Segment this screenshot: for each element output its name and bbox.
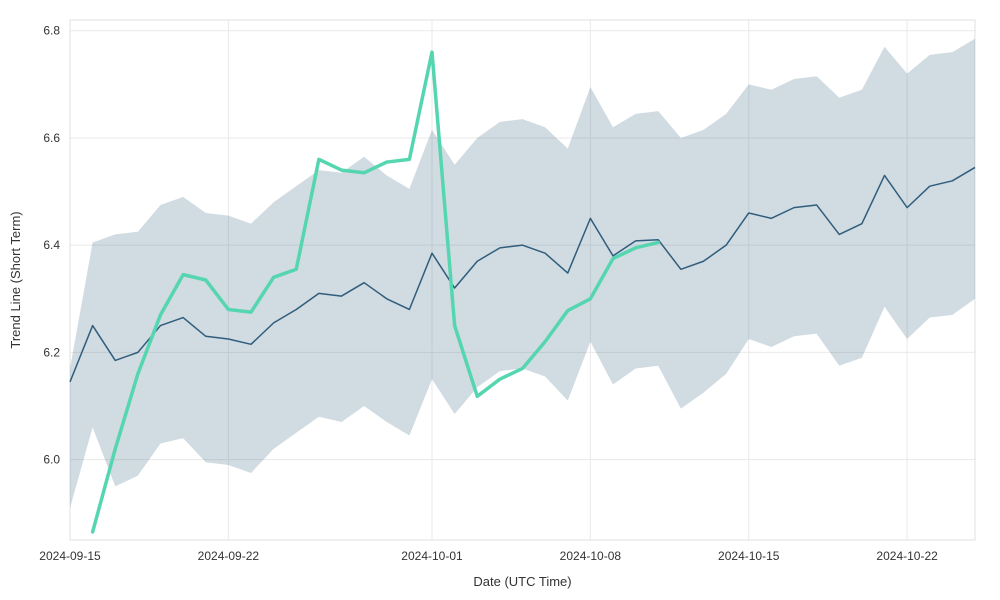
x-tick-label: 2024-09-22 — [198, 549, 260, 563]
x-tick-label: 2024-10-01 — [401, 549, 463, 563]
x-tick-label: 2024-10-08 — [560, 549, 622, 563]
y-tick-label: 6.8 — [43, 24, 60, 38]
x-tick-label: 2024-10-22 — [876, 549, 938, 563]
y-axis-label: Trend Line (Short Term) — [8, 211, 23, 348]
trend-chart: 6.0 6.2 6.4 6.6 6.8 2024-09-15 2024-09-22 2024-… — [0, 0, 1000, 600]
y-tick-label: 6.0 — [43, 453, 60, 467]
chart-container: 6.0 6.2 6.4 6.6 6.8 2024-09-15 2024-09-22 2024-… — [0, 0, 1000, 600]
y-tick-label: 6.4 — [43, 238, 60, 252]
x-tick-label: 2024-10-15 — [718, 549, 780, 563]
y-tick-label: 6.6 — [43, 131, 60, 145]
y-tick-label: 6.2 — [43, 345, 60, 359]
x-tick-label: 2024-09-15 — [39, 549, 101, 563]
x-axis-label: Date (UTC Time) — [473, 574, 571, 589]
